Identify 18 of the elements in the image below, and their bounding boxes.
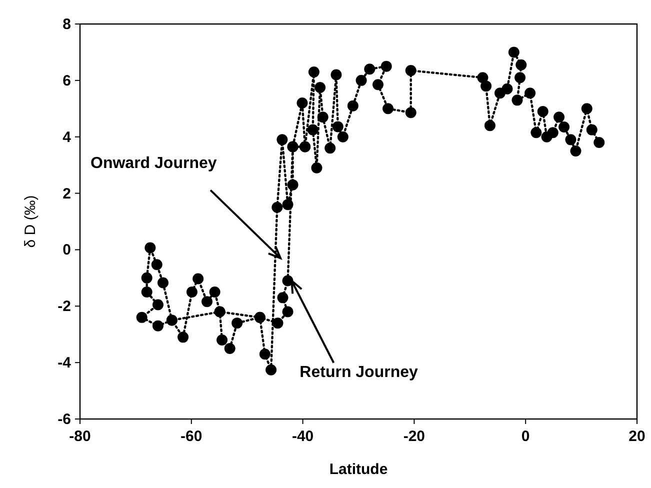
x-tick-label: -80 [69, 428, 91, 445]
y-tick-label: -2 [58, 298, 71, 316]
y-axis-title: δ D (‰) [22, 195, 39, 248]
annotation: Return Journey [300, 364, 418, 381]
x-tick-label: -20 [403, 428, 426, 445]
y-tick-label: 0 [62, 242, 71, 259]
x-tick-label: 20 [628, 428, 646, 445]
y-tick-label: 6 [62, 72, 71, 90]
y-tick-label: -4 [58, 354, 72, 372]
x-axis-title: Latitude [329, 461, 388, 478]
y-tick-label: 2 [62, 185, 71, 202]
y-tick-label: -6 [58, 411, 71, 428]
x-tick-label: -60 [180, 428, 202, 445]
y-tick-label: 8 [62, 16, 71, 33]
x-tick-label: 0 [521, 428, 530, 445]
x-tick-label: -40 [292, 428, 314, 445]
y-tick-label: 4 [62, 128, 72, 146]
annotation: Onward Journey [90, 155, 217, 172]
